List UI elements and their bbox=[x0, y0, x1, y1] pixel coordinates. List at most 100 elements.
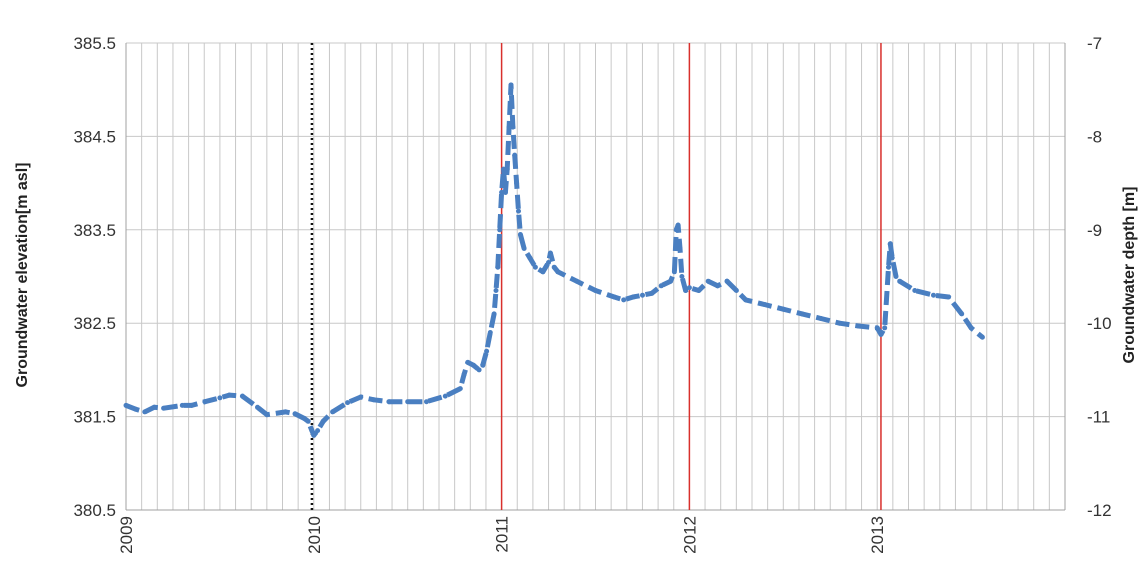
data-point bbox=[640, 292, 645, 298]
data-point bbox=[510, 124, 516, 130]
data-point bbox=[889, 255, 895, 261]
data-point bbox=[283, 409, 289, 415]
data-point bbox=[743, 297, 749, 303]
data-point bbox=[540, 269, 546, 275]
data-point bbox=[315, 428, 321, 434]
data-point bbox=[506, 124, 512, 130]
data-point bbox=[886, 264, 891, 270]
data-point bbox=[547, 250, 553, 256]
data-point bbox=[855, 323, 861, 329]
data-point bbox=[202, 399, 208, 405]
data-point bbox=[546, 260, 551, 265]
data-point bbox=[330, 409, 336, 415]
data-point bbox=[673, 227, 679, 233]
data-point bbox=[123, 402, 129, 408]
y-tick-label: 384.5 bbox=[73, 127, 116, 146]
data-point bbox=[502, 189, 508, 195]
data-point bbox=[309, 428, 315, 434]
data-point bbox=[555, 269, 561, 275]
data-point bbox=[493, 288, 499, 293]
data-point bbox=[799, 311, 805, 317]
data-point bbox=[508, 82, 514, 88]
data-point bbox=[874, 325, 880, 331]
data-point bbox=[611, 294, 617, 300]
data-point bbox=[499, 189, 505, 195]
data-point bbox=[189, 402, 195, 408]
data-point bbox=[179, 402, 185, 408]
data-point bbox=[882, 325, 888, 331]
data-point bbox=[574, 278, 580, 284]
data-point bbox=[912, 288, 918, 293]
data-point bbox=[516, 208, 521, 214]
y-tick-label: 380.5 bbox=[73, 501, 116, 520]
data-point bbox=[671, 269, 677, 275]
data-point bbox=[517, 232, 523, 237]
data-point bbox=[762, 302, 767, 307]
data-point bbox=[487, 330, 493, 335]
data-point bbox=[887, 241, 893, 247]
data-point bbox=[371, 397, 377, 403]
data-point bbox=[677, 246, 683, 251]
data-point bbox=[311, 432, 317, 438]
data-point bbox=[495, 264, 501, 270]
data-point bbox=[946, 294, 952, 300]
data-point bbox=[514, 180, 520, 186]
data-point bbox=[292, 411, 298, 417]
y-tick-label: 383.5 bbox=[73, 221, 116, 240]
data-point bbox=[142, 409, 148, 415]
y2-tick-label: -8 bbox=[1087, 127, 1102, 146]
data-point bbox=[705, 278, 711, 284]
data-point bbox=[497, 227, 503, 233]
y2-tick-label: -10 bbox=[1087, 314, 1112, 333]
data-point bbox=[979, 334, 985, 340]
data-point bbox=[893, 274, 899, 279]
data-point bbox=[658, 283, 664, 289]
data-point bbox=[959, 311, 965, 317]
data-point bbox=[465, 359, 471, 365]
series-line bbox=[125, 82, 984, 438]
data-point bbox=[264, 412, 270, 418]
data-point bbox=[239, 393, 245, 399]
series-groundwater-elevation bbox=[123, 82, 985, 438]
data-point bbox=[386, 399, 392, 405]
vertical-event-markers bbox=[310, 43, 882, 510]
gridlines bbox=[125, 42, 1066, 511]
data-point bbox=[696, 288, 702, 293]
x-tick-label: 2010 bbox=[305, 516, 324, 554]
axis-tick-labels: 380.5 381.5 382.5 383.5 384.5 385.5 -12 -11 -10 -… bbox=[73, 34, 1111, 554]
x-tick-label: 2009 bbox=[117, 516, 136, 554]
data-point bbox=[818, 316, 824, 321]
data-point bbox=[686, 285, 692, 291]
data-point bbox=[457, 386, 463, 392]
data-point bbox=[931, 292, 936, 298]
data-point bbox=[878, 331, 884, 337]
y2-tick-label: -9 bbox=[1087, 221, 1102, 240]
data-point bbox=[968, 325, 974, 331]
data-point bbox=[551, 264, 557, 270]
data-point bbox=[226, 392, 232, 398]
data-point bbox=[161, 405, 167, 411]
data-point bbox=[405, 399, 411, 405]
data-point bbox=[668, 278, 674, 284]
data-point bbox=[217, 395, 223, 401]
data-point bbox=[501, 166, 506, 172]
data-point bbox=[320, 418, 326, 424]
data-point bbox=[504, 166, 510, 172]
data-point bbox=[476, 367, 482, 373]
data-point bbox=[621, 297, 627, 303]
y2-tick-label: -11 bbox=[1087, 408, 1110, 427]
data-point bbox=[470, 362, 476, 368]
data-point bbox=[724, 278, 730, 284]
data-point bbox=[151, 404, 157, 410]
data-point bbox=[630, 294, 636, 300]
x-tick-label: 2013 bbox=[868, 516, 887, 554]
data-point bbox=[675, 222, 681, 228]
data-point bbox=[715, 283, 721, 289]
y2-axis-title: Groundwater depth [m] bbox=[1121, 187, 1138, 364]
y-axis-title: Groundwater elevation[m asl] bbox=[14, 163, 31, 388]
data-point bbox=[484, 348, 490, 354]
data-point bbox=[512, 152, 518, 158]
data-point bbox=[683, 288, 689, 293]
data-point bbox=[521, 246, 527, 251]
